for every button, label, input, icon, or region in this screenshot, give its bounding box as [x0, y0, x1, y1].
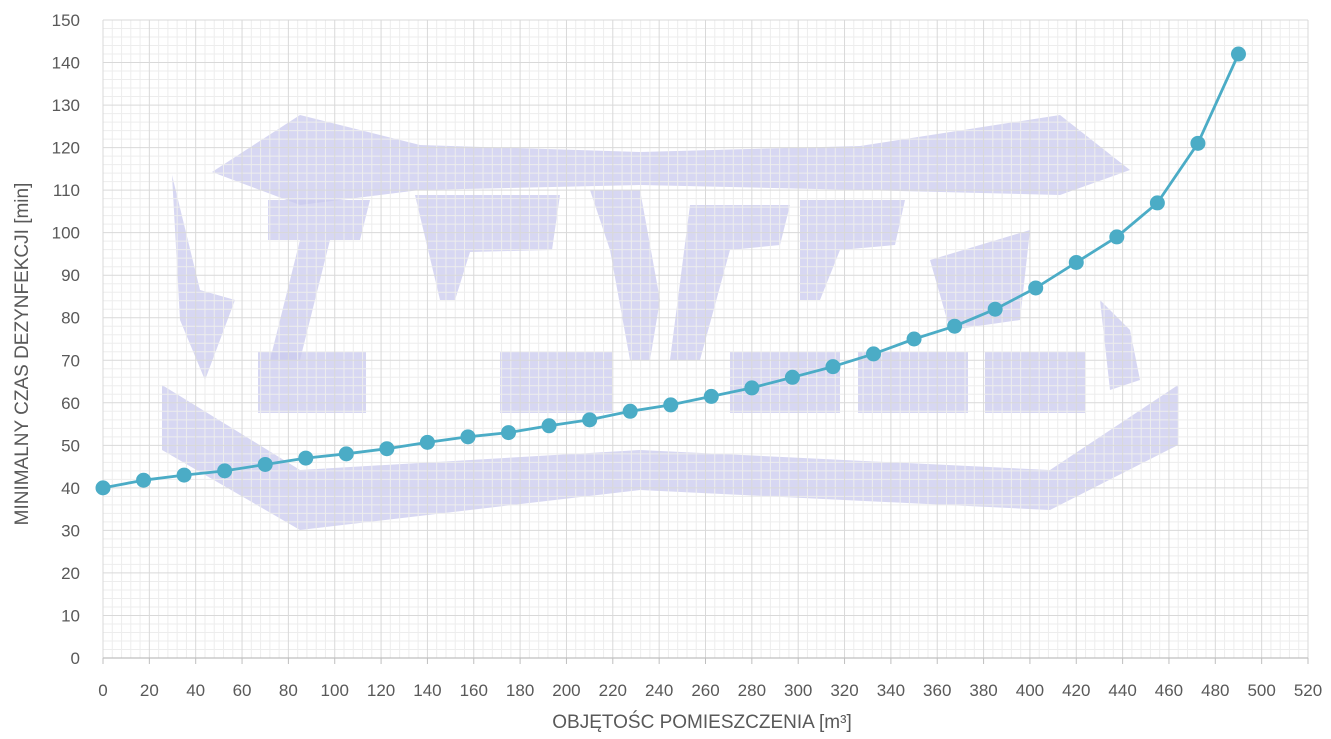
data-point — [1109, 229, 1125, 245]
data-point — [1149, 195, 1165, 211]
x-tick-label: 320 — [830, 681, 858, 700]
watermark-shape — [172, 175, 235, 380]
data-point — [744, 380, 760, 396]
watermark-shape — [415, 195, 560, 300]
x-tick-label: 260 — [691, 681, 719, 700]
x-tick-label: 440 — [1108, 681, 1136, 700]
data-point — [1028, 280, 1044, 296]
x-tick-label: 400 — [1016, 681, 1044, 700]
x-tick-label: 380 — [969, 681, 997, 700]
x-tick-label: 140 — [413, 681, 441, 700]
data-point — [825, 359, 841, 375]
y-tick-label: 130 — [52, 96, 80, 115]
watermark-shape — [670, 205, 790, 360]
x-tick-label: 0 — [98, 681, 107, 700]
x-tick-label: 80 — [279, 681, 298, 700]
x-tick-label: 360 — [923, 681, 951, 700]
data-point — [217, 463, 233, 479]
y-tick-label: 90 — [61, 266, 80, 285]
data-point — [582, 412, 598, 428]
data-point — [703, 388, 719, 404]
x-tick-label: 160 — [460, 681, 488, 700]
x-tick-label: 460 — [1155, 681, 1183, 700]
data-point — [298, 450, 314, 466]
series-group — [95, 46, 1246, 496]
y-tick-label: 80 — [61, 309, 80, 328]
y-tick-label: 40 — [61, 479, 80, 498]
x-tick-label: 340 — [877, 681, 905, 700]
x-tick-label: 280 — [738, 681, 766, 700]
data-point — [419, 434, 435, 450]
x-tick-label: 520 — [1294, 681, 1322, 700]
y-tick-label: 140 — [52, 54, 80, 73]
watermark-shape — [162, 385, 1178, 530]
y-tick-label: 50 — [61, 436, 80, 455]
x-axis-title: OBJĘTOŚC POMIESZCZENIA [m³] — [552, 711, 851, 733]
data-point — [379, 441, 395, 457]
data-point — [663, 397, 679, 413]
y-tick-label: 30 — [61, 521, 80, 540]
y-tick-label: 70 — [61, 351, 80, 370]
watermark-shape — [258, 352, 366, 413]
data-point — [866, 346, 882, 362]
x-tick-label: 240 — [645, 681, 673, 700]
x-tick-label: 120 — [367, 681, 395, 700]
y-tick-label: 150 — [52, 11, 80, 30]
data-point — [784, 369, 800, 385]
data-point — [95, 480, 111, 496]
watermark-shape — [500, 352, 612, 413]
series-line — [102, 53, 1240, 490]
x-tick-label: 20 — [140, 681, 159, 700]
axes — [102, 657, 1309, 664]
x-tick-label: 480 — [1201, 681, 1229, 700]
y-tick-label: 110 — [53, 181, 80, 200]
watermark-logo — [162, 115, 1178, 530]
data-point — [136, 472, 152, 488]
x-tick-label: 420 — [1062, 681, 1090, 700]
data-point — [906, 331, 922, 347]
data-point — [460, 429, 476, 445]
x-tick-label: 60 — [233, 681, 252, 700]
y-tick-label: 100 — [52, 224, 80, 243]
x-tick-label: 40 — [186, 681, 205, 700]
watermark-shape — [858, 352, 968, 413]
data-point — [257, 456, 273, 472]
data-point — [176, 467, 192, 483]
y-axis-title: MINIMALNY CZAS DEZYNFEKCJI [min] — [12, 183, 33, 526]
y-tick-label: 60 — [61, 394, 80, 413]
x-tick-label: 500 — [1247, 681, 1275, 700]
y-tick-label: 10 — [61, 606, 80, 625]
y-tick-label: 120 — [52, 139, 80, 158]
x-tick-label: 300 — [784, 681, 812, 700]
data-point — [501, 425, 517, 441]
watermark-shape — [212, 115, 1130, 205]
data-point — [1190, 135, 1206, 151]
data-point — [1230, 46, 1246, 62]
x-tick-label: 180 — [506, 681, 534, 700]
data-point — [541, 418, 557, 434]
watermark-shape — [730, 352, 840, 413]
x-tick-label: 100 — [321, 681, 349, 700]
data-point — [987, 301, 1003, 317]
data-point — [338, 446, 354, 462]
x-tick-label: 200 — [552, 681, 580, 700]
watermark-shape — [985, 352, 1085, 413]
watermark-shape — [1100, 300, 1140, 390]
y-tick-labels: 0 10 20 30 40 50 60 70 80 90 100 110 120 130 140 150 — [52, 11, 80, 668]
y-tick-label: 0 — [71, 649, 80, 668]
data-point — [1068, 254, 1084, 270]
x-tick-labels: 0 20 40 60 80 100 120 140 160 180 200 220 240 260 280 3… — [98, 681, 1322, 700]
data-point — [947, 318, 963, 334]
y-tick-label: 20 — [61, 564, 80, 583]
x-tick-label: 220 — [599, 681, 627, 700]
data-point — [622, 403, 638, 419]
grid-lines — [102, 19, 1309, 659]
